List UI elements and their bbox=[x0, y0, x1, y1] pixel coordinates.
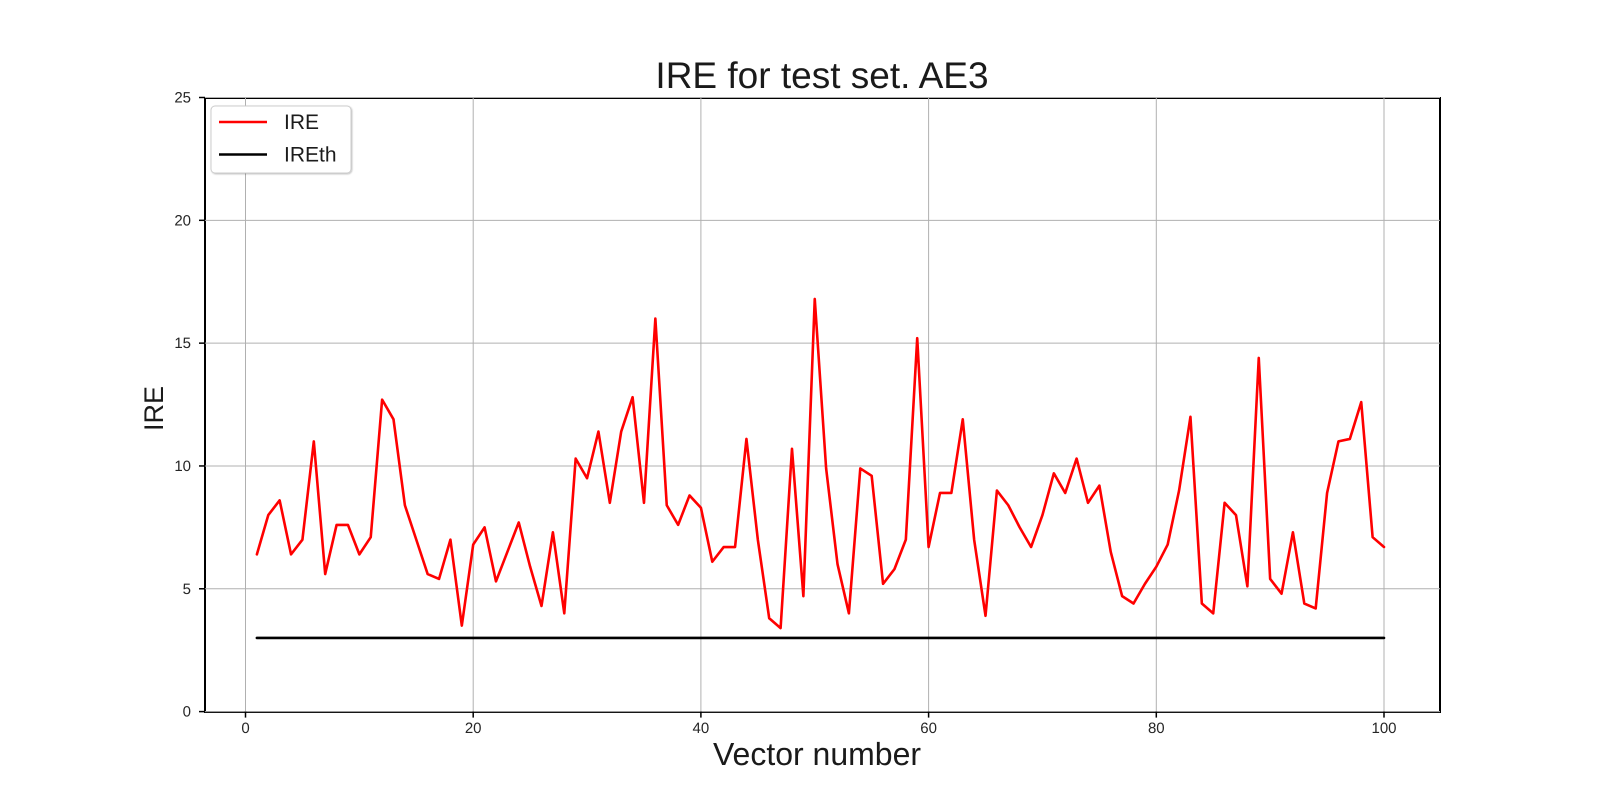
svg-text:0: 0 bbox=[183, 704, 191, 721]
svg-text:IRE: IRE bbox=[284, 111, 319, 134]
svg-text:15: 15 bbox=[174, 335, 191, 352]
svg-text:25: 25 bbox=[174, 90, 191, 107]
svg-text:60: 60 bbox=[920, 720, 937, 737]
svg-text:100: 100 bbox=[1371, 720, 1396, 737]
svg-text:5: 5 bbox=[183, 581, 191, 598]
svg-text:20: 20 bbox=[174, 212, 191, 229]
svg-text:IRE for test set. AE3: IRE for test set. AE3 bbox=[655, 55, 988, 96]
svg-text:10: 10 bbox=[174, 458, 191, 475]
svg-text:40: 40 bbox=[693, 720, 710, 737]
svg-text:Vector number: Vector number bbox=[713, 736, 921, 772]
svg-text:IREth: IREth bbox=[284, 144, 337, 167]
svg-text:80: 80 bbox=[1148, 720, 1165, 737]
svg-text:20: 20 bbox=[465, 720, 482, 737]
svg-text:0: 0 bbox=[241, 720, 249, 737]
svg-text:IRE: IRE bbox=[139, 386, 169, 431]
